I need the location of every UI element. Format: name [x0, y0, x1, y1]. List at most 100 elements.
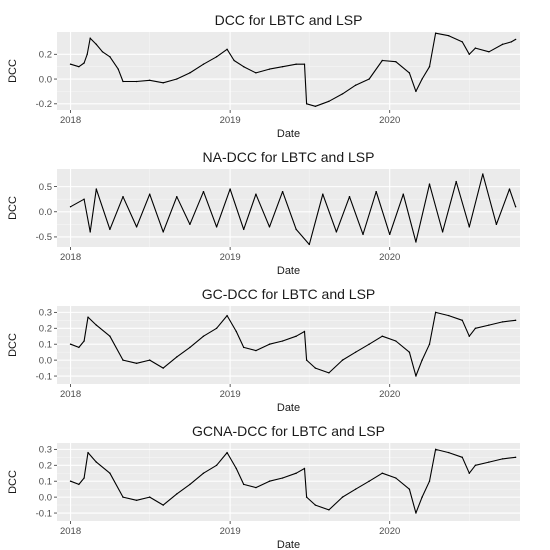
data-point [162, 82, 164, 84]
data-point [441, 231, 444, 233]
series-line [70, 32, 516, 107]
data-point [117, 68, 119, 70]
data-point [255, 349, 257, 352]
data-point [354, 84, 357, 86]
data-point [135, 80, 138, 83]
data-point [78, 483, 80, 486]
data-point [109, 472, 111, 474]
data-point [281, 65, 284, 68]
y-tick-label: 0.1 [39, 477, 52, 488]
data-point [328, 100, 330, 103]
data-point [148, 79, 151, 81]
data-point [415, 512, 417, 514]
data-point [233, 59, 235, 62]
data-point [514, 38, 517, 41]
data-point [242, 228, 245, 231]
data-point [295, 472, 297, 474]
series-line [70, 173, 517, 246]
data-point [83, 62, 85, 64]
data-point [122, 80, 124, 83]
x-tick-label: 2020 [379, 252, 400, 263]
data-point [95, 43, 98, 46]
data-point [375, 190, 377, 193]
data-point [189, 483, 191, 486]
data-point [226, 451, 228, 454]
panel-background [57, 306, 520, 384]
data-point [69, 206, 72, 208]
x-tick-label: 2018 [60, 526, 81, 537]
x-tick-label: 2018 [60, 115, 81, 126]
y-tick-label: 0.5 [39, 182, 52, 193]
data-point [87, 316, 89, 318]
y-tick-label: 0.0 [39, 355, 52, 366]
data-point [255, 486, 257, 489]
data-point [109, 335, 111, 337]
x-tick-label: 2020 [379, 526, 400, 537]
y-tick-label: 0.3 [39, 308, 52, 319]
data-point [135, 226, 138, 228]
data-point [189, 346, 191, 349]
data-point [514, 206, 517, 208]
data-point [303, 467, 306, 470]
data-point [78, 65, 80, 68]
data-point [281, 190, 284, 193]
data-point [305, 103, 308, 105]
x-tick-label: 2020 [379, 115, 400, 126]
x-tick-label: 2020 [379, 389, 400, 400]
data-point [395, 477, 397, 479]
data-point [281, 477, 284, 479]
chart-panel-3: -0.1 0.0 0.1 0.2 0.3 2018 2019 2020 GC-DCC for L… [7, 286, 520, 414]
data-point [69, 63, 72, 65]
chart-title: DCC for LBTC and LSP [215, 12, 363, 28]
data-point [468, 226, 470, 228]
data-point [362, 233, 364, 236]
data-point [162, 231, 164, 233]
chart-panel-2: -0.5 0.0 0.5 2018 2019 2020 NA-DCC for LBTC an… [7, 149, 520, 277]
data-point [69, 480, 72, 482]
data-point [428, 65, 431, 68]
data-point [495, 223, 498, 226]
x-tick-label: 2018 [60, 389, 81, 400]
panel-background [57, 32, 520, 110]
data-point [87, 451, 89, 454]
data-point [202, 472, 205, 474]
y-tick-label: 0.2 [39, 461, 52, 472]
data-point [215, 327, 218, 329]
data-point [176, 195, 178, 198]
data-point [354, 351, 357, 353]
data-point [482, 173, 484, 175]
data-point [354, 488, 357, 490]
data-point [215, 56, 218, 58]
data-point [381, 335, 383, 337]
data-point [303, 330, 306, 333]
data-point [255, 72, 257, 74]
x-axis-label: Date [277, 128, 300, 140]
data-point [83, 340, 85, 342]
data-point [335, 231, 338, 233]
data-point [229, 188, 231, 190]
data-point [428, 480, 431, 482]
data-point [421, 496, 423, 498]
data-point [268, 226, 271, 228]
data-point [488, 51, 490, 53]
chart-panel-4: -0.1 0.0 0.1 0.2 0.3 2018 2019 2020 GCNA-DCC for… [7, 423, 520, 550]
data-point [368, 480, 370, 482]
data-point [408, 72, 411, 74]
data-point [135, 362, 138, 365]
data-point [341, 93, 344, 95]
y-axis-label: DCC [7, 333, 19, 357]
data-point [95, 461, 98, 463]
data-point [434, 311, 437, 314]
y-tick-label: 0.0 [39, 207, 52, 218]
data-point [235, 330, 237, 333]
data-point [474, 327, 477, 329]
data-point [328, 509, 330, 511]
data-point [402, 193, 404, 195]
data-point [468, 53, 470, 55]
data-point [415, 241, 417, 243]
y-tick-label: 0.0 [39, 492, 52, 503]
data-point [341, 496, 344, 498]
data-point [314, 504, 317, 506]
data-point [215, 464, 218, 466]
